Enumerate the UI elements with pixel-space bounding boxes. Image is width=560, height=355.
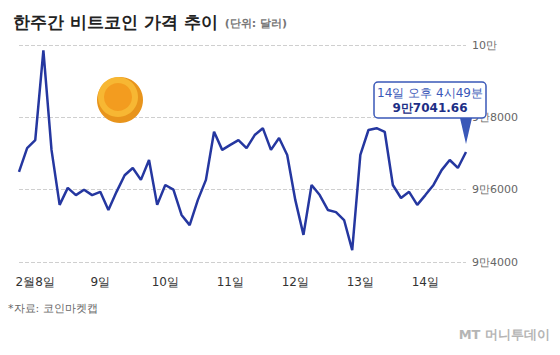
svg-text:9일: 9일 — [90, 275, 110, 289]
svg-text:2월8일: 2월8일 — [16, 275, 55, 289]
svg-text:9만8000: 9만8000 — [472, 110, 518, 124]
svg-text:MT 머니투데이: MT 머니투데이 — [459, 327, 550, 342]
svg-text:9만4000: 9만4000 — [472, 256, 518, 269]
svg-text:14일 오후 4시49분: 14일 오후 4시49분 — [377, 86, 483, 100]
svg-text:(단위: 달러): (단위: 달러) — [225, 17, 287, 30]
svg-text:*자료: 코인마켓캡: *자료: 코인마켓캡 — [8, 302, 98, 315]
svg-text:10일: 10일 — [152, 275, 179, 289]
svg-text:9만6000: 9만6000 — [472, 183, 518, 196]
svg-text:10만: 10만 — [472, 39, 497, 52]
svg-text:13일: 13일 — [347, 275, 374, 289]
svg-text:12일: 12일 — [282, 275, 309, 289]
svg-text:한주간 비트코인 가격 추이: 한주간 비트코인 가격 추이 — [13, 12, 218, 32]
svg-text:11일: 11일 — [217, 275, 244, 289]
svg-text:14일: 14일 — [412, 275, 439, 289]
svg-text:9만7041.66: 9만7041.66 — [392, 101, 467, 115]
